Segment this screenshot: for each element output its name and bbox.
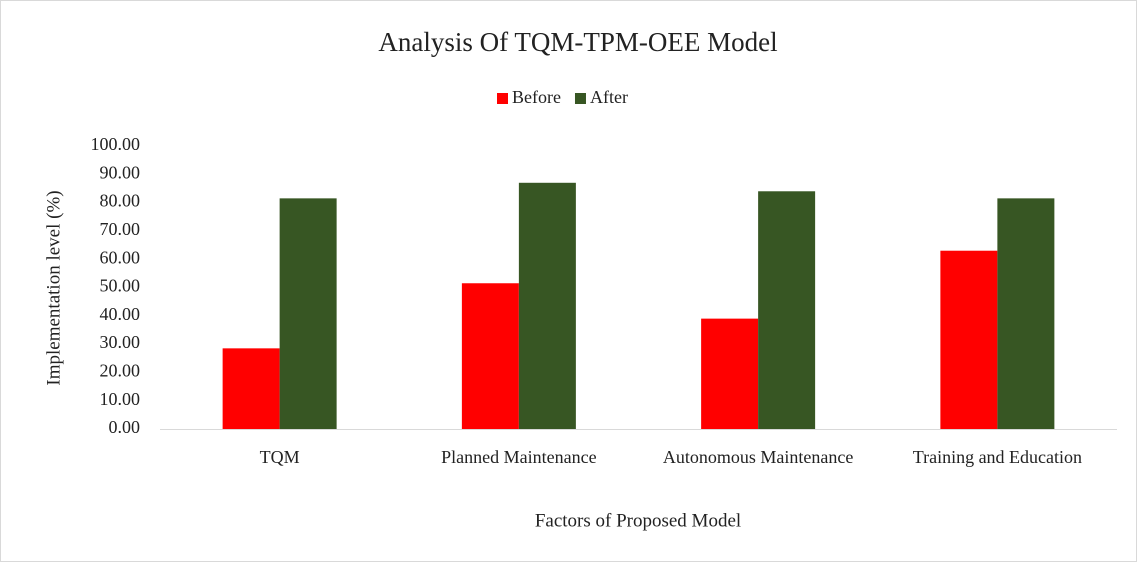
- x-axis-title: Factors of Proposed Model: [535, 510, 741, 531]
- bar: [279, 198, 337, 429]
- x-tick-label: Training and Education: [913, 447, 1082, 467]
- legend-label: Before: [512, 87, 561, 107]
- x-tick-label: Autonomous Maintenance: [663, 447, 853, 467]
- y-tick-label: 70.00: [100, 219, 141, 239]
- y-tick-label: 20.00: [100, 361, 141, 381]
- bar: [997, 198, 1055, 429]
- bar: [701, 318, 759, 429]
- y-tick-label: 80.00: [100, 191, 141, 211]
- bar: [461, 283, 519, 429]
- x-tick-label: TQM: [260, 447, 300, 467]
- y-tick-label: 30.00: [100, 332, 141, 352]
- legend-swatch: [574, 93, 586, 104]
- x-tick-label: Planned Maintenance: [441, 447, 596, 467]
- legend-swatch: [497, 93, 508, 104]
- y-tick-label: 90.00: [100, 162, 141, 182]
- y-tick-label: 10.00: [100, 389, 141, 409]
- legend-label: After: [590, 87, 628, 107]
- bar: [940, 250, 998, 429]
- bar: [518, 182, 576, 429]
- bar: [758, 191, 816, 429]
- bar: [222, 348, 280, 429]
- y-tick-label: 40.00: [100, 304, 141, 324]
- y-axis-title: Implementation level (%): [43, 190, 64, 385]
- y-tick-label: 60.00: [100, 247, 141, 267]
- y-tick-label: 0.00: [109, 417, 141, 437]
- y-tick-label: 100.00: [91, 134, 141, 154]
- chart-title: Analysis Of TQM-TPM-OEE Model: [378, 27, 777, 57]
- y-tick-label: 50.00: [100, 276, 141, 296]
